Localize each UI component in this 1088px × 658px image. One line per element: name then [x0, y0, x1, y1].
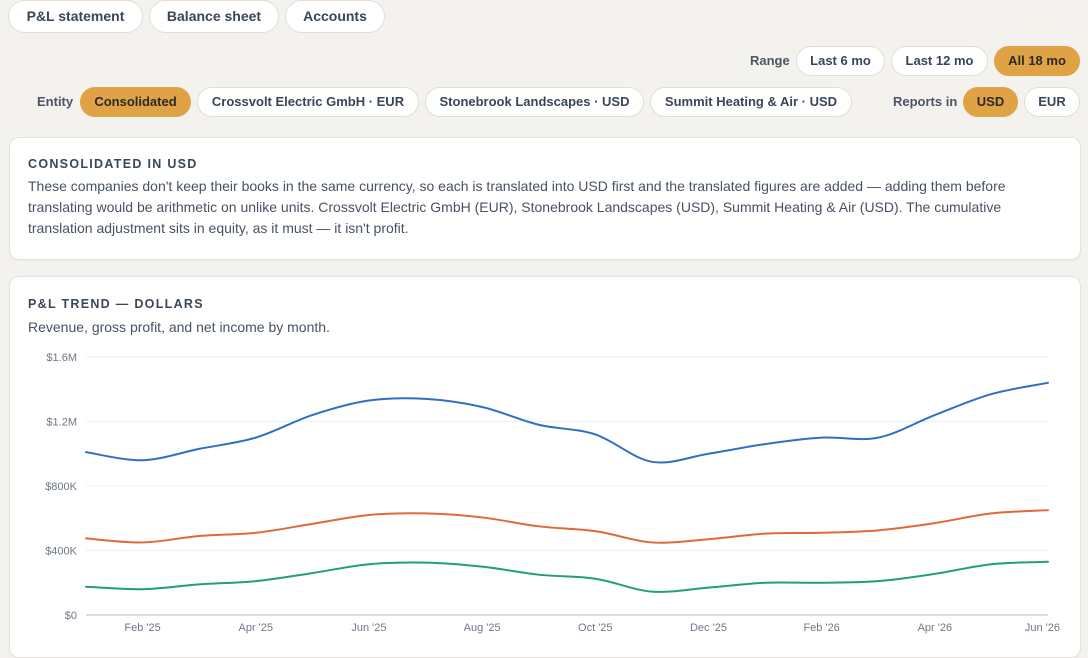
pl-trend-chart: $0 $400K $800K $1.2M $1.6M Feb '25 Apr '25 Jun …: [45, 352, 1060, 634]
entity-option-summit[interactable]: Summit Heating & Air · USD: [650, 87, 852, 117]
range-label: Range: [750, 53, 790, 68]
trend-card-title: P&L TREND — DOLLARS: [28, 297, 204, 311]
series-line-2: [85, 509, 1049, 544]
info-card-body: These companies don't keep their books i…: [28, 178, 1006, 236]
x-tick-label: Feb '26: [803, 622, 839, 634]
y-tick-label: $1.2M: [46, 417, 77, 429]
tab-pl-statement[interactable]: P&L statement: [8, 0, 143, 33]
consolidation-info-card: CONSOLIDATED IN USD These companies don'…: [9, 137, 1081, 260]
x-tick-label: Oct '25: [578, 622, 613, 634]
x-tick-label: Feb '25: [124, 622, 160, 634]
series-line-3: [85, 560, 1049, 593]
x-tick-label: Apr '25: [239, 622, 274, 634]
info-card-title: CONSOLIDATED IN USD: [28, 157, 198, 171]
x-tick-label: Jun '25: [351, 622, 386, 634]
x-tick-label: Jun '26: [1025, 622, 1060, 634]
series-line-1: [85, 381, 1049, 464]
pl-trend-card: P&L TREND — DOLLARS Revenue, gross profi…: [9, 276, 1081, 658]
y-tick-label: $0: [65, 610, 77, 622]
y-tick-label: $800K: [45, 481, 77, 493]
entity-option-crossvolt[interactable]: Crossvolt Electric GmbH · EUR: [197, 87, 419, 117]
x-tick-label: Aug '25: [464, 622, 501, 634]
currency-option-usd[interactable]: USD: [963, 87, 1018, 117]
range-option-all-18[interactable]: All 18 mo: [994, 46, 1080, 76]
x-tick-label: Apr '26: [918, 622, 953, 634]
currency-option-eur[interactable]: EUR: [1024, 87, 1080, 117]
reports-in-label: Reports in: [893, 94, 958, 109]
tab-accounts[interactable]: Accounts: [285, 0, 385, 33]
x-tick-label: Dec '25: [690, 622, 727, 634]
range-option-last-12[interactable]: Last 12 mo: [891, 46, 988, 76]
y-tick-label: $1.6M: [46, 352, 77, 364]
entity-label: Entity: [37, 94, 74, 109]
trend-card-subtitle: Revenue, gross profit, and net income by…: [28, 319, 330, 335]
entity-option-stonebrook[interactable]: Stonebrook Landscapes · USD: [425, 87, 644, 117]
y-tick-label: $400K: [45, 546, 77, 558]
entity-option-consolidated[interactable]: Consolidated: [80, 87, 191, 117]
range-option-last-6[interactable]: Last 6 mo: [796, 46, 885, 76]
tab-balance-sheet[interactable]: Balance sheet: [149, 0, 279, 33]
